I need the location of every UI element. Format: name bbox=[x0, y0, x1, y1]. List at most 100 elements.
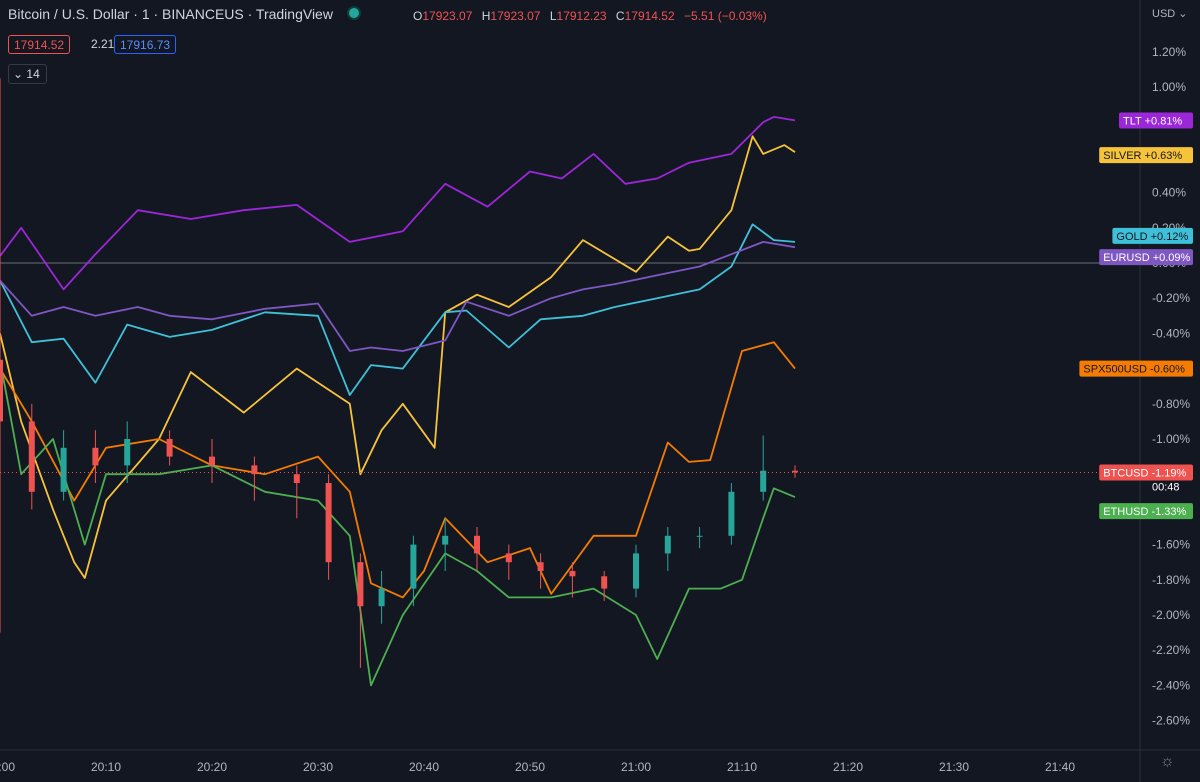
candle bbox=[537, 553, 544, 589]
y-tick-label: -1.00% bbox=[1152, 432, 1190, 446]
label-text: SILVER +0.63% bbox=[1103, 150, 1182, 162]
candle-body bbox=[92, 447, 99, 466]
candle bbox=[792, 465, 798, 478]
label-bg bbox=[1119, 112, 1193, 129]
candle bbox=[209, 439, 215, 483]
candle-body bbox=[633, 553, 639, 589]
series-line-spx500usd bbox=[0, 341, 796, 599]
candle-body bbox=[166, 439, 173, 457]
high-value: 17923.07 bbox=[490, 9, 541, 23]
series-price-label-btcusd: BTCUSD -1.19% 00:48 bbox=[1099, 464, 1193, 493]
candle-body bbox=[728, 491, 735, 536]
change-value: −5.51 (−0.03%) bbox=[684, 9, 767, 23]
series-price-label-tlt: TLT +0.81% bbox=[1119, 112, 1193, 129]
market-status-icon bbox=[346, 6, 361, 20]
sell-price-button[interactable]: 17914.52 bbox=[8, 35, 71, 54]
y-tick-label: -1.60% bbox=[1152, 538, 1190, 552]
series-line-tlt bbox=[0, 116, 796, 291]
currency-selector[interactable]: USD ⌄ bbox=[1152, 8, 1188, 20]
series-line-gold bbox=[0, 223, 796, 396]
candle-body bbox=[251, 465, 258, 475]
label-bg bbox=[1099, 503, 1193, 520]
candle bbox=[0, 78, 3, 633]
candle bbox=[378, 571, 385, 624]
gear-icon[interactable]: ☼ bbox=[1160, 753, 1175, 770]
candle-body bbox=[537, 562, 544, 571]
candle-body bbox=[474, 535, 480, 554]
x-tick-label: 20:00 bbox=[0, 760, 15, 774]
series-price-label-ethusd: ETHUSD -1.33% bbox=[1099, 503, 1193, 520]
series-line-eurusd bbox=[0, 240, 796, 352]
y-tick-label: -0.20% bbox=[1152, 291, 1190, 305]
candle-body bbox=[696, 535, 703, 537]
ohlc-legend: O17923.07 H17923.07 L17912.23 C17914.52 … bbox=[413, 9, 773, 23]
label-bg bbox=[1099, 464, 1193, 481]
candle bbox=[410, 535, 417, 607]
candle bbox=[28, 403, 35, 510]
candle bbox=[251, 456, 258, 501]
buy-price-button[interactable]: 17916.73 bbox=[114, 35, 177, 54]
series-price-label-eurusd: EURUSD +0.09% bbox=[1099, 249, 1193, 266]
label-text: ETHUSD -1.33% bbox=[1103, 506, 1186, 518]
close-value: 17914.52 bbox=[624, 9, 675, 23]
series-price-label-spx500usd: SPX500USD -0.60% bbox=[1079, 360, 1193, 377]
indicator-toggle[interactable]: ⌄ 14 bbox=[8, 64, 47, 84]
x-tick-label: 21:20 bbox=[833, 760, 863, 774]
series-line-silver bbox=[0, 135, 796, 579]
candle bbox=[474, 527, 480, 571]
candle bbox=[569, 562, 576, 598]
series-price-label-silver: SILVER +0.63% bbox=[1099, 147, 1193, 164]
open-value: 17923.07 bbox=[422, 9, 473, 23]
candle-body bbox=[505, 553, 512, 563]
candle-body bbox=[0, 359, 3, 422]
open-label: O bbox=[413, 9, 423, 23]
candle-body bbox=[378, 588, 385, 607]
candle bbox=[601, 571, 608, 601]
y-tick-label: -2.00% bbox=[1152, 608, 1190, 622]
candle bbox=[166, 430, 173, 466]
candle-body bbox=[293, 474, 300, 483]
series-candles-btcusd bbox=[0, 78, 798, 668]
candle bbox=[293, 465, 300, 519]
candle-body bbox=[410, 544, 417, 589]
candle-body bbox=[60, 447, 67, 492]
candle bbox=[442, 518, 449, 571]
low-label: L bbox=[549, 9, 557, 23]
x-tick-label: 20:40 bbox=[409, 760, 439, 774]
label-text: SPX500USD -0.60% bbox=[1083, 364, 1185, 376]
x-tick-label: 21:40 bbox=[1045, 760, 1075, 774]
y-tick-label: 1.00% bbox=[1152, 80, 1186, 94]
series-price-label-gold: GOLD +0.12% bbox=[1112, 227, 1193, 244]
low-value: 17912.23 bbox=[556, 9, 607, 23]
candle-body bbox=[760, 470, 767, 492]
candle-body bbox=[601, 576, 608, 589]
candle-body bbox=[442, 535, 449, 545]
label-text: EURUSD +0.09% bbox=[1103, 252, 1190, 264]
high-label: H bbox=[481, 9, 491, 23]
candle bbox=[357, 553, 364, 668]
x-tick-label: 21:10 bbox=[727, 760, 757, 774]
y-tick-label: -2.20% bbox=[1152, 643, 1190, 657]
candle-body bbox=[792, 470, 798, 473]
x-tick-label: 20:50 bbox=[515, 760, 545, 774]
x-tick-label: 20:30 bbox=[303, 760, 333, 774]
symbol-title[interactable]: Bitcoin / U.S. Dollar · 1 · BINANCEUS · … bbox=[8, 6, 333, 22]
label-bg bbox=[1079, 360, 1193, 377]
candle-body bbox=[357, 562, 364, 607]
candle-body bbox=[664, 535, 671, 554]
label-bg bbox=[1099, 249, 1193, 266]
y-tick-label: 0.40% bbox=[1152, 186, 1186, 200]
candle bbox=[664, 527, 671, 571]
candle bbox=[325, 474, 332, 580]
candle bbox=[92, 430, 99, 483]
y-tick-label: -2.40% bbox=[1152, 678, 1190, 692]
label-bg bbox=[1112, 227, 1193, 244]
candle bbox=[633, 544, 639, 598]
chevron-down-icon: ⌄ bbox=[13, 67, 24, 81]
chart-header: Bitcoin / U.S. Dollar · 1 · BINANCEUS · … bbox=[8, 6, 379, 22]
x-tick-label: 21:30 bbox=[939, 760, 969, 774]
candle bbox=[505, 544, 512, 580]
candle bbox=[728, 483, 735, 545]
candle-countdown: 00:48 bbox=[1152, 481, 1180, 493]
